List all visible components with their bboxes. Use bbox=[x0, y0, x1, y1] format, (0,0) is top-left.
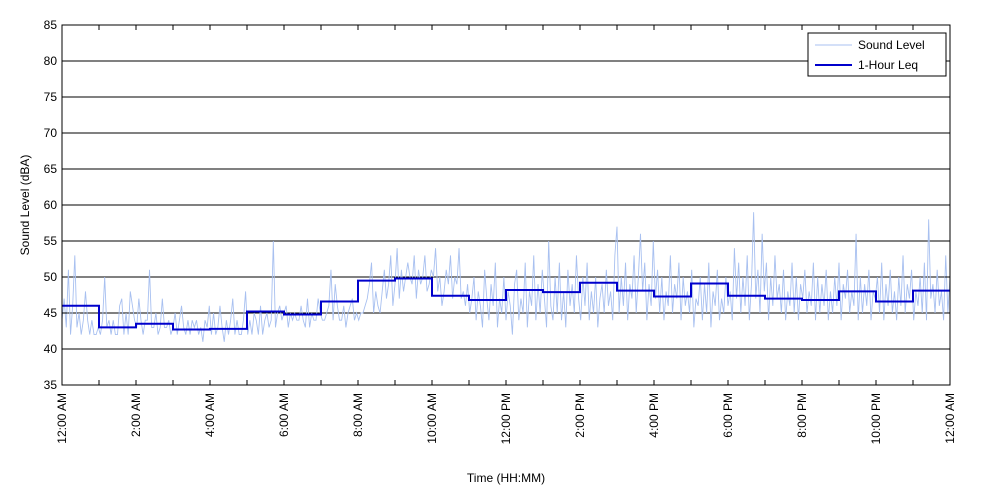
x-axis-ticks: 12:00 AM 2:00 AM 4:00 AM 6:00 AM 8:00 AM 10:0… bbox=[55, 25, 957, 444]
x-axis-title: Time (HH:MM) bbox=[467, 471, 545, 485]
legend-label-sound-level: Sound Level bbox=[858, 38, 925, 52]
series-leq-step-line bbox=[62, 277, 950, 331]
x-tick-label: 12:00 AM bbox=[55, 393, 69, 444]
y-tick-label: 70 bbox=[44, 126, 58, 140]
y-tick-label: 35 bbox=[44, 378, 58, 392]
y-tick-label: 85 bbox=[44, 18, 58, 32]
legend-label-leq: 1-Hour Leq bbox=[858, 58, 918, 72]
x-tick-label: 4:00 PM bbox=[647, 393, 661, 438]
x-tick-label: 10:00 PM bbox=[869, 393, 883, 444]
x-tick-label: 12:00 PM bbox=[499, 393, 513, 444]
legend-box bbox=[807, 32, 947, 77]
x-tick-label: 6:00 PM bbox=[721, 393, 735, 438]
x-tick-label: 8:00 AM bbox=[351, 393, 365, 437]
y-tick-label: 80 bbox=[44, 54, 58, 68]
y-tick-label: 45 bbox=[44, 306, 58, 320]
x-tick-label: 8:00 PM bbox=[795, 393, 809, 438]
y-tick-label: 50 bbox=[44, 270, 58, 284]
x-tick-label: 4:00 AM bbox=[203, 393, 217, 437]
legend: Sound Level 1-Hour Leq bbox=[807, 32, 947, 77]
y-tick-label: 55 bbox=[44, 234, 58, 248]
x-tick-label: 10:00 AM bbox=[425, 393, 439, 444]
y-tick-label: 75 bbox=[44, 90, 58, 104]
series-layer bbox=[61, 212, 951, 342]
x-tick-label: 2:00 AM bbox=[129, 393, 143, 437]
y-axis-ticks: 35 40 45 50 55 60 65 70 75 80 85 bbox=[44, 18, 950, 392]
y-tick-label: 60 bbox=[44, 198, 58, 212]
x-tick-label: 12:00 AM bbox=[943, 393, 957, 444]
x-tick-label: 2:00 PM bbox=[573, 393, 587, 438]
x-tick-label: 6:00 AM bbox=[277, 393, 291, 437]
y-axis-title: Sound Level (dBA) bbox=[18, 155, 32, 256]
y-tick-label: 40 bbox=[44, 342, 58, 356]
y-tick-label: 65 bbox=[44, 162, 58, 176]
series-sound-level-line bbox=[61, 212, 951, 342]
